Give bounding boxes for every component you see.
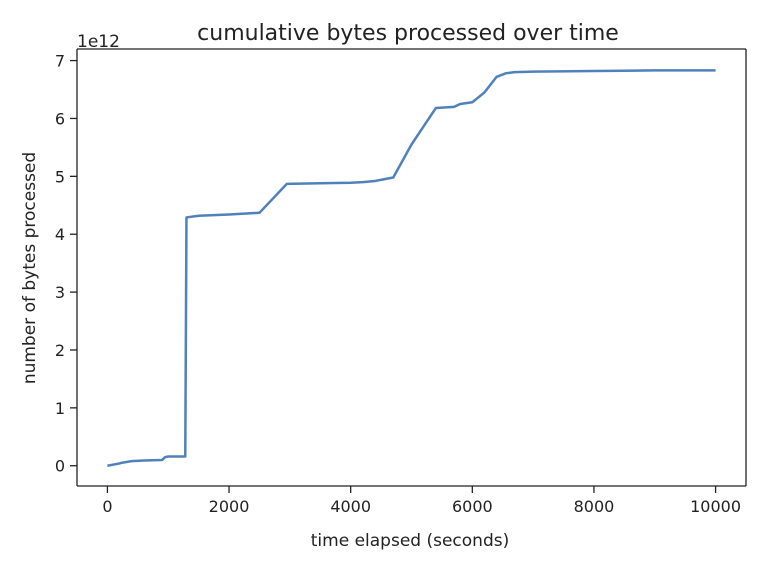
x-tick-label: 6000 [452, 497, 493, 516]
series-line [107, 69, 716, 467]
y-tick-label: 2 [55, 341, 65, 360]
x-tick-label: 10000 [690, 497, 741, 516]
x-axis-label: time elapsed (seconds) [311, 531, 509, 551]
y-tick-label: 1 [55, 399, 65, 418]
y-tick-label: 3 [55, 283, 65, 302]
y-tick-label: 4 [55, 225, 65, 244]
y-tick-label: 5 [55, 167, 65, 186]
y-axis: 0 1 2 3 4 5 6 7 [55, 52, 77, 476]
x-tick-label: 4000 [330, 497, 371, 516]
plot-frame [76, 48, 747, 487]
y-tick-label: 0 [55, 457, 65, 476]
y-tick-label: 7 [55, 52, 65, 71]
plot-area [77, 49, 746, 486]
chart-title: cumulative bytes processed over time [197, 21, 619, 46]
x-tick-label: 2000 [209, 497, 250, 516]
y-tick-label: 6 [55, 109, 65, 128]
x-tick-label: 0 [102, 497, 112, 516]
y-axis-label: number of bytes processed [20, 152, 40, 384]
x-tick-label: 8000 [574, 497, 615, 516]
x-axis: 0 2000 4000 6000 8000 10000 [102, 486, 741, 516]
y-offset-text: 1e12 [77, 32, 120, 52]
